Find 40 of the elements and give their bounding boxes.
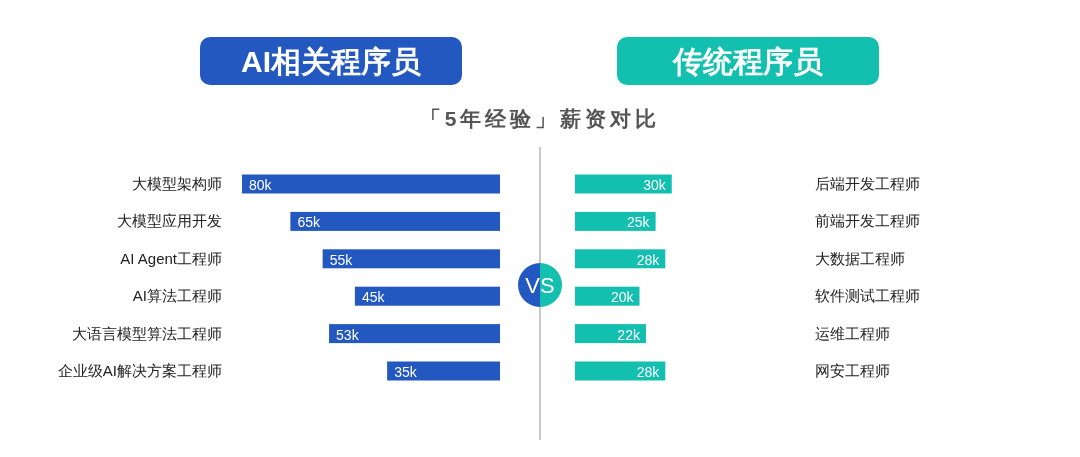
data-label: 55k: [329, 251, 354, 268]
y-tick-label: 大模型应用开发: [117, 212, 222, 230]
bar: [575, 286, 640, 306]
y-tick-label: 大数据工程师: [815, 249, 905, 267]
y-tick-label: 大语言模型算法工程师: [72, 324, 222, 342]
bar: [290, 211, 500, 231]
data-label: 20k: [610, 289, 635, 306]
y-tick-label: 后端开发工程师: [815, 175, 920, 192]
bar: [322, 249, 500, 269]
data-label: 65k: [297, 214, 321, 231]
y-tick-label: 大模型架构师: [132, 175, 222, 192]
bar: [242, 174, 500, 194]
data-label: 35k: [394, 364, 418, 380]
chart-subtitle: 「5年经验」薪资对比: [419, 107, 661, 130]
bar: [575, 324, 646, 344]
bar: [575, 249, 666, 269]
data-label: 22k: [617, 326, 641, 343]
y-tick-label: 网安工程师: [815, 362, 890, 379]
y-tick-label: 企业级AI解决方案工程师: [57, 362, 222, 379]
y-tick-label: 运维工程师: [815, 324, 890, 342]
data-label: 28k: [636, 364, 661, 380]
chart-title: AI相关程序员: [241, 45, 422, 78]
bar: [387, 361, 500, 381]
data-label: 25k: [627, 214, 651, 231]
data-label: 30k: [643, 177, 667, 193]
data-label: 45k: [361, 289, 386, 306]
data-label: 28k: [636, 251, 661, 268]
data-label: 53k: [336, 326, 360, 343]
bar: [575, 174, 672, 194]
y-tick-label: AI Agent工程师: [120, 249, 222, 267]
y-tick-label: AI算法工程师: [132, 287, 222, 305]
bar: [575, 361, 666, 381]
text: 传统程序员: [672, 45, 824, 78]
bar: [354, 286, 500, 306]
bar: [329, 324, 500, 344]
text: VS: [525, 273, 555, 298]
y-tick-label: 前端开发工程师: [815, 212, 920, 230]
data-label: 80k: [249, 177, 273, 193]
y-tick-label: 软件测试工程师: [815, 287, 920, 305]
bar: [575, 211, 656, 231]
